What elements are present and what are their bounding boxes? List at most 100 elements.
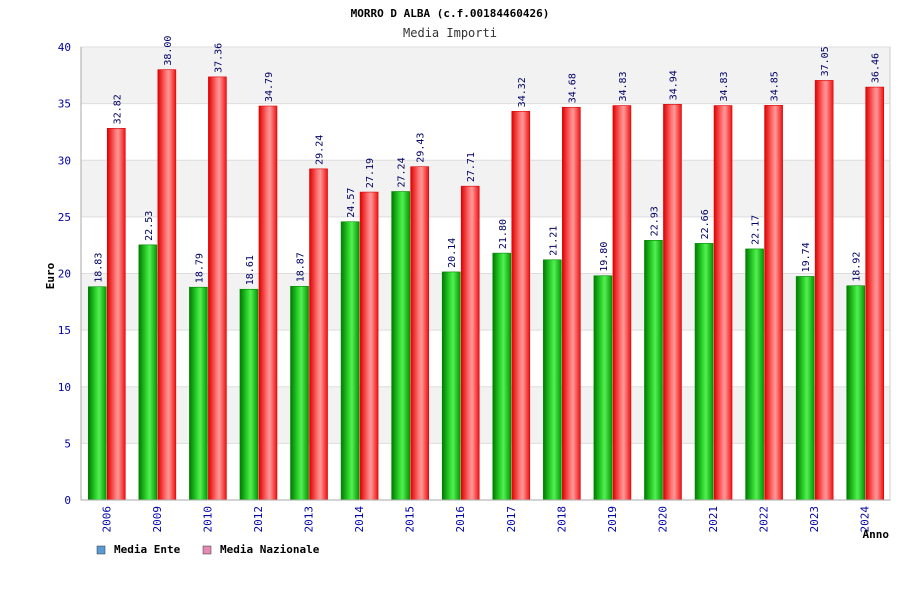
legend-label-media-nazionale: Media Nazionale <box>220 543 320 556</box>
x-tick-label: 2022 <box>758 506 771 533</box>
x-tick-label: 2017 <box>505 506 518 533</box>
bar-ente-2006 <box>87 286 107 501</box>
data-label-nazionale-2020: 34.94 <box>668 70 679 100</box>
x-tick-label: 2009 <box>151 506 164 533</box>
data-label-nazionale-2015: 29.43 <box>416 133 427 163</box>
x-tick-label: 2016 <box>454 506 467 533</box>
y-axis-label: Euro <box>44 262 57 289</box>
x-tick-label: 2018 <box>555 506 568 533</box>
bar-nazionale-2023 <box>814 80 834 501</box>
x-tick-label: 2023 <box>808 506 821 533</box>
bar-nazionale-2012 <box>258 105 278 501</box>
x-tick-label: 2019 <box>606 506 619 533</box>
legend-swatch-media-ente <box>96 545 106 555</box>
bar-ente-2018 <box>543 259 562 501</box>
x-tick-label: 2013 <box>303 506 316 533</box>
y-tick-label: 40 <box>58 41 71 54</box>
chart-subtitle: Media Importi <box>403 26 497 40</box>
bar-ente-2013 <box>290 285 309 501</box>
y-tick-label: 0 <box>64 494 71 507</box>
bar-ente-2024 <box>846 285 866 501</box>
bar-ente-2019 <box>593 275 613 501</box>
bar-nazionale-2013 <box>309 168 328 501</box>
legend: Media Ente Media Nazionale <box>96 543 320 556</box>
data-label-ente-2018: 21.21 <box>548 226 559 256</box>
bar-nazionale-2024 <box>865 86 885 501</box>
data-label-nazionale-2023: 37.05 <box>820 46 831 76</box>
data-label-ente-2014: 24.57 <box>346 188 357 218</box>
data-label-nazionale-2017: 34.32 <box>517 77 528 107</box>
x-tick-label: 2010 <box>201 506 214 533</box>
data-label-ente-2021: 22.66 <box>700 209 711 239</box>
data-label-nazionale-2018: 34.68 <box>567 73 578 103</box>
bar-ente-2021 <box>694 243 714 501</box>
data-label-nazionale-2006: 32.82 <box>112 94 123 124</box>
data-label-ente-2010: 18.79 <box>194 253 205 283</box>
bar-ente-2020 <box>644 240 663 501</box>
data-label-nazionale-2013: 29.24 <box>315 135 326 165</box>
bar-nazionale-2020 <box>663 104 682 501</box>
bar-ente-2009 <box>138 244 158 501</box>
bar-nazionale-2018 <box>562 106 581 501</box>
data-label-ente-2006: 18.83 <box>93 253 104 283</box>
data-label-ente-2009: 22.53 <box>144 211 155 241</box>
data-label-ente-2022: 22.17 <box>751 215 762 245</box>
y-tick-label: 25 <box>58 211 71 224</box>
data-label-nazionale-2024: 36.46 <box>871 53 882 83</box>
data-label-ente-2019: 19.80 <box>599 242 610 272</box>
x-tick-label: 2015 <box>404 506 417 533</box>
data-label-nazionale-2019: 34.83 <box>618 71 629 101</box>
bar-nazionale-2016 <box>460 185 480 501</box>
bar-ente-2014 <box>340 221 360 501</box>
bar-nazionale-2010 <box>208 76 227 501</box>
data-label-ente-2012: 18.61 <box>245 255 256 285</box>
bar-ente-2010 <box>189 286 208 501</box>
data-label-nazionale-2021: 34.83 <box>719 71 730 101</box>
data-label-ente-2013: 18.87 <box>296 252 307 282</box>
data-label-ente-2015: 27.24 <box>397 157 408 187</box>
x-tick-label: 2014 <box>353 506 366 533</box>
y-tick-label: 10 <box>58 381 71 394</box>
x-axis-label: Anno <box>863 528 890 541</box>
bar-ente-2022 <box>745 248 764 501</box>
x-tick-label: 2006 <box>100 506 113 533</box>
bar-nazionale-2015 <box>410 166 429 501</box>
data-label-ente-2016: 20.14 <box>447 238 458 268</box>
y-tick-label: 5 <box>64 437 71 450</box>
bar-nazionale-2014 <box>359 191 379 501</box>
bar-ente-2016 <box>441 271 461 501</box>
bar-nazionale-2006 <box>106 128 126 501</box>
bar-nazionale-2019 <box>612 105 632 501</box>
bar-nazionale-2017 <box>511 111 531 501</box>
x-tick-label: 2012 <box>252 506 265 533</box>
data-label-nazionale-2014: 27.19 <box>365 158 376 188</box>
bar-ente-2017 <box>492 252 512 501</box>
x-tick-label: 2024 <box>859 506 872 533</box>
bar-nazionale-2021 <box>713 105 733 501</box>
data-label-nazionale-2022: 34.85 <box>770 71 781 101</box>
bar-ente-2023 <box>795 276 815 501</box>
data-label-ente-2020: 22.93 <box>649 206 660 236</box>
data-label-nazionale-2012: 34.79 <box>264 72 275 102</box>
data-label-ente-2024: 18.92 <box>852 252 863 282</box>
y-tick-label: 30 <box>58 154 71 167</box>
bar-ente-2012 <box>239 288 259 501</box>
data-label-nazionale-2009: 38.00 <box>163 36 174 66</box>
bars: 18.83 32.82 22.53 38.00 18.79 37.36 18.61 34.79… <box>87 36 885 501</box>
chart-title: MORRO D ALBA (c.f.00184460426) <box>351 7 550 20</box>
legend-label-media-ente: Media Ente <box>114 543 181 556</box>
data-label-ente-2017: 21.80 <box>498 219 509 249</box>
y-axis: 0 5 10 15 20 25 30 35 40 <box>58 41 82 507</box>
bar-nazionale-2022 <box>764 105 783 501</box>
x-axis: 2006 2009 2010 2012 2013 2014 2015 2016 2017 2018… <box>81 499 890 533</box>
data-label-nazionale-2016: 27.71 <box>466 152 477 182</box>
x-tick-label: 2020 <box>656 506 669 533</box>
y-tick-label: 35 <box>58 98 71 111</box>
data-label-ente-2023: 19.74 <box>801 242 812 272</box>
x-tick-label: 2021 <box>707 506 720 533</box>
bar-ente-2015 <box>391 191 410 501</box>
grid-band <box>81 47 890 104</box>
y-tick-label: 20 <box>58 268 71 281</box>
data-label-nazionale-2010: 37.36 <box>213 43 224 73</box>
